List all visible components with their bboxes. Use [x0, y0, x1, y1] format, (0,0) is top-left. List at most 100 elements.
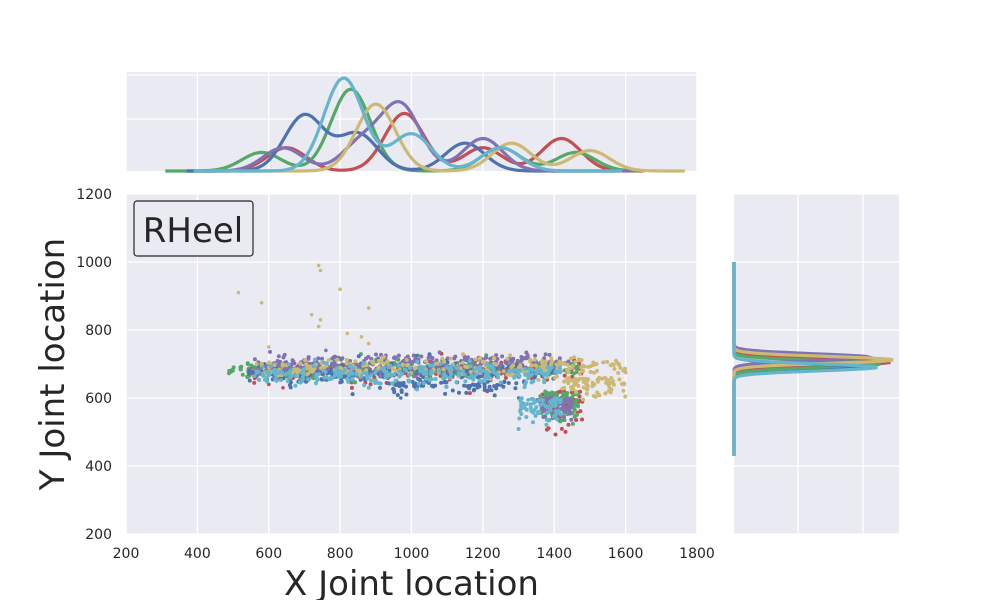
- scatter-point: [257, 378, 262, 382]
- scatter-point: [560, 394, 565, 399]
- scatter-point: [379, 360, 384, 365]
- scatter-point: [494, 372, 499, 376]
- scatter-point: [351, 366, 356, 371]
- scatter-point: [254, 369, 259, 374]
- scatter-point: [562, 373, 567, 378]
- scatter-point: [526, 397, 531, 402]
- scatter-point: [449, 372, 453, 377]
- scatter-point: [369, 378, 373, 383]
- scatter-point: [467, 386, 472, 391]
- scatter-point: [550, 359, 555, 364]
- scatter-point: [601, 360, 606, 365]
- scatter-point: [231, 369, 235, 373]
- scatter-point: [413, 365, 418, 370]
- scatter-point: [496, 375, 501, 380]
- scatter-point: [461, 369, 465, 374]
- scatter-point: [443, 391, 448, 396]
- scatter-point: [621, 368, 626, 373]
- scatter-point: [350, 392, 355, 397]
- annotation-frame: [133, 200, 254, 257]
- right-density-curves: [732, 262, 894, 456]
- scatter-point: [544, 422, 549, 427]
- scatter-point: [399, 396, 403, 400]
- scatter-point: [322, 375, 327, 380]
- scatter-point: [281, 386, 285, 390]
- scatter-point: [413, 374, 418, 378]
- scatter-point: [400, 362, 405, 367]
- scatter-point: [383, 375, 388, 380]
- scatter-point: [508, 373, 513, 378]
- scatter-point: [526, 373, 530, 378]
- scatter-point: [344, 361, 349, 366]
- scatter-point: [268, 349, 272, 354]
- scatter-point: [392, 390, 397, 395]
- scatter-point: [543, 352, 548, 357]
- scatter-point: [326, 358, 331, 363]
- scatter-point: [366, 385, 371, 390]
- scatter-point: [396, 363, 401, 368]
- scatter-point: [335, 357, 340, 362]
- scatter-point: [324, 348, 328, 353]
- scatter-point: [468, 370, 473, 374]
- scatter-point: [333, 370, 338, 374]
- scatter-point: [616, 371, 621, 375]
- scatter-point: [404, 358, 409, 362]
- scatter-point: [578, 409, 583, 414]
- scatter-point: [378, 374, 383, 379]
- scatter-point: [295, 369, 300, 374]
- scatter-point: [557, 356, 562, 361]
- scatter-point: [463, 379, 468, 384]
- scatter-point: [368, 382, 373, 387]
- scatter-point: [427, 352, 432, 357]
- scatter-point: [288, 375, 293, 380]
- scatter-point: [503, 375, 508, 380]
- scatter-point: [448, 356, 453, 361]
- scatter-point: [567, 402, 572, 407]
- scatter-point: [393, 368, 398, 373]
- scatter-point: [245, 362, 250, 366]
- scatter-point: [623, 394, 628, 399]
- scatter-point: [502, 380, 507, 384]
- scatter-point: [356, 354, 361, 359]
- scatter-point: [424, 359, 428, 364]
- scatter-point: [608, 363, 613, 368]
- scatter-point: [482, 388, 487, 392]
- scatter-point: [467, 391, 472, 396]
- scatter-point: [549, 365, 554, 370]
- scatter-point: [364, 371, 369, 376]
- scatter-point: [565, 391, 570, 396]
- scatter-point: [471, 375, 476, 380]
- scatter-point: [505, 356, 510, 361]
- scatter-point: [536, 369, 541, 374]
- scatter-point: [479, 369, 484, 374]
- scatter-point: [614, 358, 618, 363]
- scatter-point: [354, 371, 359, 376]
- scatter-point: [576, 358, 581, 363]
- scatter-point: [260, 371, 265, 376]
- scatter-point: [301, 367, 306, 372]
- y-tick-label: 400: [85, 459, 112, 475]
- scatter-point: [342, 367, 347, 372]
- scatter-point: [415, 359, 420, 364]
- scatter-point: [540, 397, 544, 402]
- scatter-point: [476, 375, 481, 380]
- scatter-point: [378, 385, 382, 390]
- scatter-point: [577, 371, 582, 376]
- scatter-point: [252, 380, 257, 385]
- scatter-points: [227, 263, 628, 437]
- scatter-point: [405, 354, 410, 359]
- scatter-point: [316, 356, 321, 361]
- scatter-point: [428, 363, 432, 368]
- scatter-point: [288, 380, 293, 385]
- scatter-point: [316, 263, 321, 268]
- scatter-point: [492, 356, 496, 360]
- scatter-point: [557, 365, 562, 370]
- scatter-point: [559, 426, 564, 431]
- scatter-point: [572, 407, 577, 412]
- scatter-point: [503, 360, 508, 365]
- x-tick-label: 1600: [608, 546, 644, 562]
- scatter-point: [549, 356, 554, 361]
- scatter-point: [396, 353, 401, 358]
- scatter-point: [563, 429, 568, 434]
